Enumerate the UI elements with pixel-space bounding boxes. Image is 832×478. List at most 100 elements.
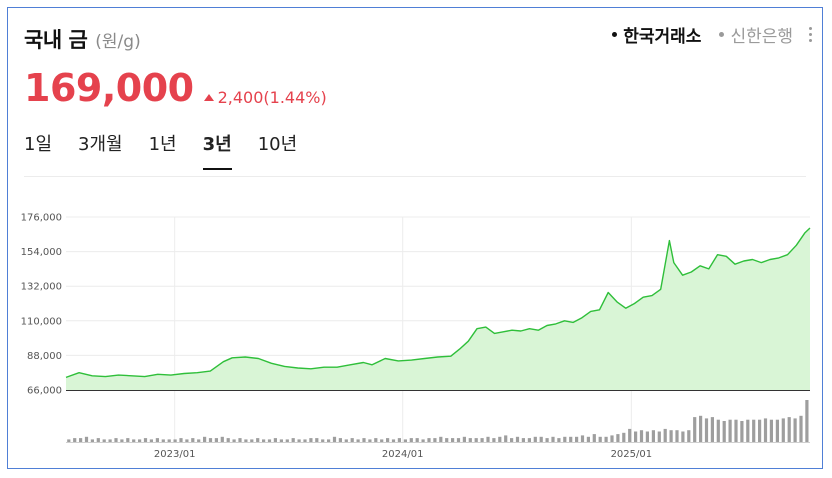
- volume-bar: [309, 438, 313, 442]
- volume-bar: [161, 439, 165, 442]
- volume-bar: [480, 438, 484, 442]
- y-tick-label: 176,000: [21, 213, 62, 224]
- volume-bar: [557, 438, 561, 442]
- change-percent: (1.44%): [263, 88, 327, 107]
- volume-bar: [492, 438, 496, 442]
- y-tick-label: 88,000: [27, 351, 62, 362]
- volume-bar: [155, 438, 159, 442]
- volume-bar: [575, 436, 579, 443]
- volume-bar: [563, 436, 567, 443]
- volume-bar: [699, 415, 703, 443]
- volume-bar: [79, 438, 83, 442]
- more-options-icon[interactable]: [809, 27, 812, 42]
- volume-bar: [758, 419, 762, 442]
- volume-bar: [657, 431, 661, 442]
- volume-bar: [580, 435, 585, 442]
- inactive-bullet-icon: [719, 32, 725, 37]
- change-amount: 2,400: [217, 88, 264, 107]
- volume-bar: [433, 438, 437, 442]
- volume-bar: [208, 438, 213, 442]
- volume-bar: [498, 436, 502, 443]
- volume-bar: [439, 436, 443, 443]
- volume-bar: [362, 438, 366, 442]
- volume-bar: [279, 439, 283, 442]
- period-tabs: 1일 3개월 1년 3년 10년: [24, 130, 323, 170]
- volume-bar: [787, 417, 791, 442]
- volume-bar: [551, 436, 555, 443]
- volume-bar: [763, 418, 768, 442]
- volume-bar: [214, 438, 218, 442]
- volume-bar: [486, 436, 490, 443]
- volume-bar: [616, 434, 620, 442]
- volume-bar: [386, 438, 390, 442]
- volume-bar: [232, 439, 236, 442]
- volume-bar: [716, 419, 720, 442]
- tab-3m[interactable]: 3개월: [78, 134, 123, 155]
- volume-bar: [639, 430, 644, 442]
- tab-3y[interactable]: 3년: [202, 130, 232, 170]
- volume-bar: [769, 419, 773, 442]
- volume-bar: [321, 439, 325, 442]
- volume-bar: [197, 439, 201, 442]
- volume-bar: [681, 431, 685, 442]
- volume-bar: [338, 438, 342, 442]
- volume-bar: [220, 436, 224, 443]
- source-shinhan-tab[interactable]: 신한은행: [719, 22, 793, 47]
- volume-bar: [451, 438, 455, 442]
- volume-bar: [291, 438, 295, 442]
- volume-bar: [693, 417, 697, 442]
- volume-bar: [704, 418, 709, 442]
- unit-label: (원/g): [95, 32, 141, 52]
- volume-bar: [297, 439, 301, 442]
- volume-bar: [203, 436, 207, 443]
- volume-bar: [675, 430, 679, 442]
- y-tick-label: 154,000: [21, 247, 62, 258]
- volume-bar: [368, 439, 372, 442]
- volume-bar: [799, 415, 803, 443]
- volume-bar: [327, 439, 331, 442]
- source-label: 신한은행: [730, 27, 793, 47]
- source-krx-tab[interactable]: 한국거래소: [612, 22, 701, 47]
- tab-1d[interactable]: 1일: [24, 134, 53, 155]
- volume-bar: [191, 438, 195, 442]
- volume-bar: [403, 439, 407, 442]
- volume-bar: [781, 418, 785, 442]
- volume-bar: [462, 436, 466, 443]
- volume-bar: [126, 438, 130, 442]
- volume-bar: [527, 438, 531, 442]
- price-change: 2,400 (1.44%): [203, 88, 327, 107]
- volume-bar: [805, 400, 809, 442]
- volume-bar: [793, 418, 797, 442]
- y-tick-label: 132,000: [21, 282, 62, 293]
- volume-bar: [504, 435, 508, 442]
- volume-bar: [391, 439, 396, 442]
- volume-bar: [510, 438, 514, 442]
- volume-bar: [173, 439, 177, 442]
- volume-bar: [285, 439, 289, 442]
- volume-bar: [267, 439, 272, 442]
- volume-bar: [226, 438, 230, 442]
- volume-bar: [722, 421, 726, 442]
- x-tick-label: 2023/01: [154, 449, 196, 460]
- volume-bar: [303, 439, 307, 442]
- volume-bar: [598, 436, 602, 443]
- volume-bar: [468, 438, 472, 442]
- volume-bar: [250, 439, 254, 442]
- tab-1y[interactable]: 1년: [148, 134, 177, 155]
- price-line: [65, 227, 811, 379]
- tabs-divider: [24, 176, 806, 177]
- volume-bar: [569, 436, 573, 443]
- source-label: 한국거래소: [623, 27, 702, 47]
- volume-bar: [90, 439, 94, 442]
- volume-bar: [740, 421, 744, 442]
- volume-bar: [456, 438, 461, 442]
- volume-bar: [344, 439, 348, 442]
- volume-bar: [380, 439, 384, 442]
- volume-bar: [132, 439, 136, 442]
- volume-bar: [515, 436, 520, 443]
- volume-bar: [539, 436, 543, 443]
- volume-bar: [73, 438, 77, 442]
- volume-bar: [356, 439, 360, 442]
- tab-10y[interactable]: 10년: [257, 134, 298, 155]
